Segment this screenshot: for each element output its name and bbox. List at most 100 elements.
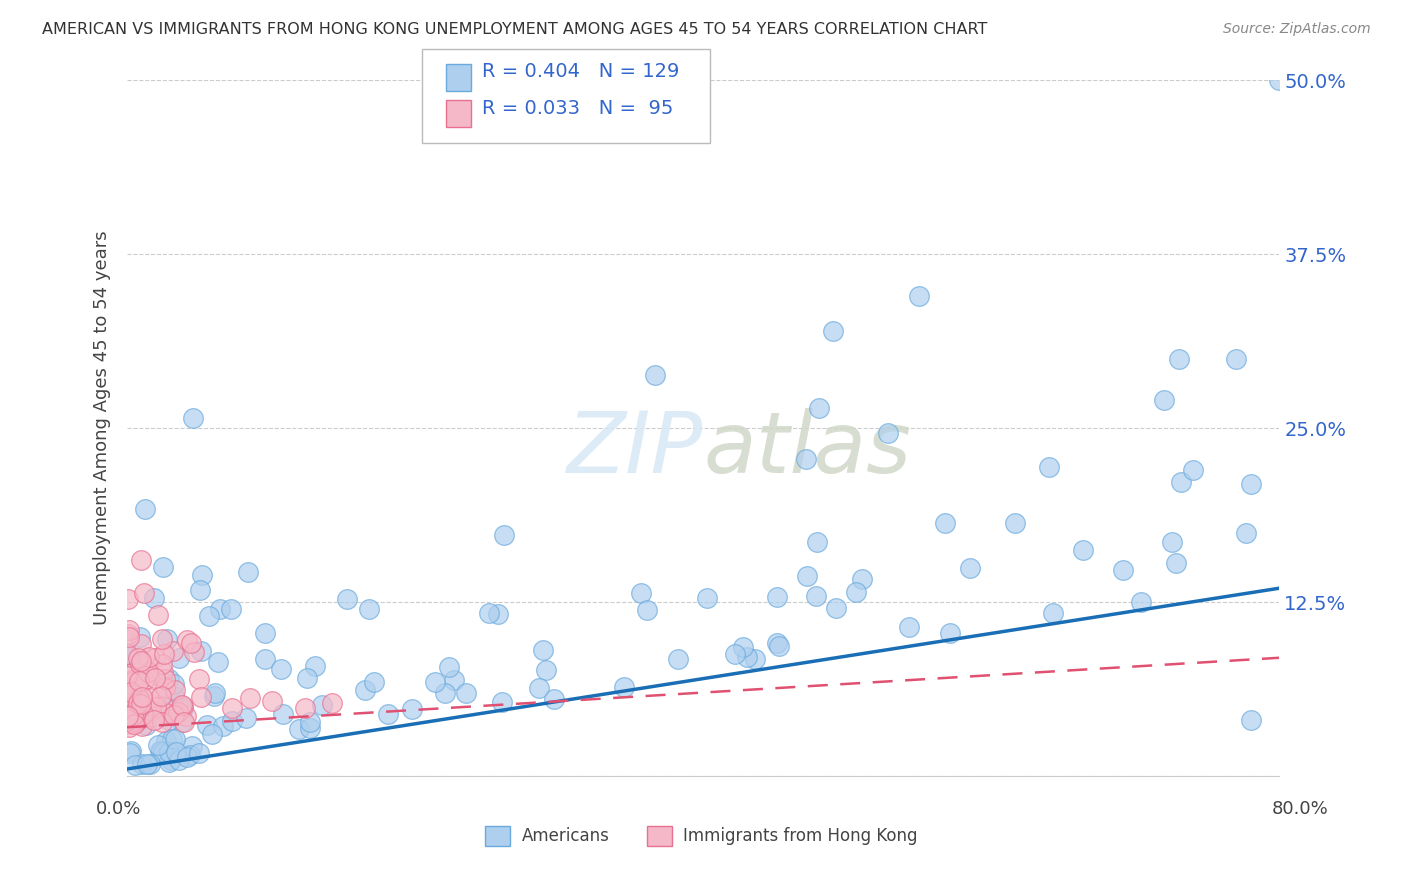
Point bbox=[141, 704, 163, 718]
Text: Immigrants from Hong Kong: Immigrants from Hong Kong bbox=[683, 827, 918, 845]
Point bbox=[152, 699, 174, 714]
Point bbox=[163, 677, 186, 691]
Text: ZIP: ZIP bbox=[567, 408, 703, 491]
Point bbox=[142, 710, 165, 724]
Point bbox=[150, 657, 173, 671]
Point bbox=[851, 572, 873, 586]
Point bbox=[117, 709, 139, 723]
Text: R = 0.404   N = 129: R = 0.404 N = 129 bbox=[482, 62, 679, 81]
Text: atlas: atlas bbox=[703, 408, 911, 491]
Point bbox=[134, 673, 156, 688]
Point bbox=[155, 706, 177, 720]
Point bbox=[959, 560, 981, 574]
Point bbox=[938, 626, 960, 640]
Point bbox=[181, 410, 204, 425]
Point bbox=[150, 632, 173, 646]
Point bbox=[191, 568, 214, 582]
Point bbox=[173, 715, 195, 730]
Point bbox=[117, 685, 139, 699]
Point bbox=[152, 665, 174, 679]
Point bbox=[195, 718, 218, 732]
Point bbox=[117, 704, 139, 718]
Point bbox=[162, 731, 184, 746]
Point bbox=[188, 746, 211, 760]
Point bbox=[122, 672, 145, 686]
Point bbox=[167, 753, 190, 767]
Point bbox=[181, 739, 204, 753]
Point bbox=[128, 674, 150, 689]
Point bbox=[335, 592, 357, 607]
Point bbox=[120, 650, 142, 665]
Point bbox=[129, 697, 152, 711]
Text: AMERICAN VS IMMIGRANTS FROM HONG KONG UNEMPLOYMENT AMONG AGES 45 TO 54 YEARS COR: AMERICAN VS IMMIGRANTS FROM HONG KONG UN… bbox=[42, 22, 987, 37]
Point bbox=[543, 692, 565, 706]
Point bbox=[150, 744, 173, 758]
Point bbox=[1170, 475, 1192, 489]
Point bbox=[120, 744, 142, 758]
Point bbox=[118, 708, 141, 723]
Point bbox=[821, 324, 844, 338]
Point bbox=[644, 368, 666, 382]
Point bbox=[1234, 526, 1257, 541]
Point bbox=[150, 714, 173, 729]
Point bbox=[135, 718, 157, 732]
Point bbox=[806, 535, 828, 549]
Point bbox=[129, 710, 152, 724]
Point bbox=[190, 690, 212, 704]
Point bbox=[271, 706, 294, 721]
Point bbox=[236, 565, 259, 579]
Point bbox=[122, 714, 145, 729]
Point bbox=[1153, 393, 1175, 408]
Y-axis label: Unemployment Among Ages 45 to 54 years: Unemployment Among Ages 45 to 54 years bbox=[93, 231, 111, 625]
Point bbox=[204, 686, 226, 700]
Point bbox=[494, 528, 516, 542]
Point bbox=[117, 713, 139, 727]
Point bbox=[122, 665, 145, 679]
Point bbox=[127, 711, 149, 725]
Point bbox=[174, 709, 197, 723]
Point bbox=[270, 662, 292, 676]
Point bbox=[1240, 714, 1263, 728]
Point bbox=[443, 673, 465, 687]
Point bbox=[354, 682, 377, 697]
Point bbox=[117, 592, 139, 607]
Point bbox=[117, 627, 139, 641]
Point bbox=[156, 703, 179, 717]
Point bbox=[221, 714, 243, 729]
Point bbox=[128, 710, 150, 724]
Point bbox=[163, 708, 186, 723]
Point bbox=[908, 289, 931, 303]
Point bbox=[122, 686, 145, 700]
Point bbox=[176, 750, 198, 764]
Point bbox=[122, 699, 145, 714]
Point bbox=[363, 674, 385, 689]
Point bbox=[129, 637, 152, 651]
Point bbox=[176, 633, 198, 648]
Point bbox=[172, 699, 194, 714]
Point bbox=[145, 700, 167, 714]
Point bbox=[934, 516, 956, 530]
Point bbox=[132, 707, 155, 722]
Point bbox=[183, 645, 205, 659]
Point bbox=[239, 691, 262, 706]
Point bbox=[294, 700, 316, 714]
Point bbox=[401, 702, 423, 716]
Point bbox=[145, 650, 166, 665]
Point bbox=[731, 640, 754, 654]
Point bbox=[807, 401, 830, 415]
Point bbox=[118, 683, 141, 698]
Point bbox=[127, 696, 149, 710]
Point bbox=[166, 705, 188, 719]
Point bbox=[117, 669, 139, 683]
Point bbox=[115, 648, 138, 662]
Point bbox=[198, 609, 221, 624]
Point bbox=[298, 721, 321, 735]
Point bbox=[117, 717, 139, 731]
Point bbox=[128, 690, 150, 705]
Point bbox=[439, 660, 461, 674]
Point bbox=[155, 733, 177, 747]
Point bbox=[118, 623, 141, 637]
Point bbox=[131, 718, 153, 732]
Point bbox=[160, 753, 183, 767]
Point bbox=[117, 713, 139, 727]
